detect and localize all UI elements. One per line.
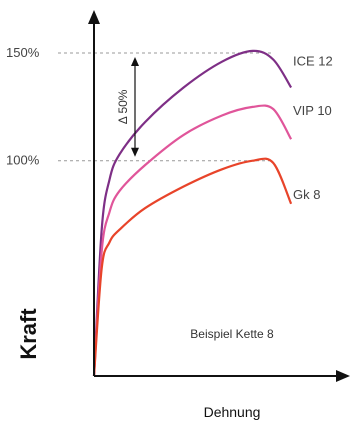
axes — [88, 10, 350, 382]
series-label-vip-10: VIP 10 — [293, 103, 332, 118]
series-label-ice-12: ICE 12 — [293, 54, 333, 69]
series-line-vip-10 — [92, 104, 293, 377]
series-line-gk-8 — [92, 157, 293, 377]
y-axis-arrow-icon — [88, 10, 100, 24]
series-line-ice-12 — [92, 49, 293, 377]
series-label-gk-8: Gk 8 — [293, 187, 320, 202]
y-tick-label-150: 150% — [6, 45, 40, 60]
y-tick-label-100: 100% — [6, 153, 40, 168]
x-axis-arrow-icon — [336, 370, 350, 382]
example-annotation: Beispiel Kette 8 — [190, 327, 274, 341]
y-axis-label: Kraft — [16, 308, 41, 360]
delta-arrow — [131, 57, 139, 157]
x-axis-label: Dehnung — [204, 404, 261, 420]
delta-annotation: Δ 50% — [116, 89, 130, 124]
